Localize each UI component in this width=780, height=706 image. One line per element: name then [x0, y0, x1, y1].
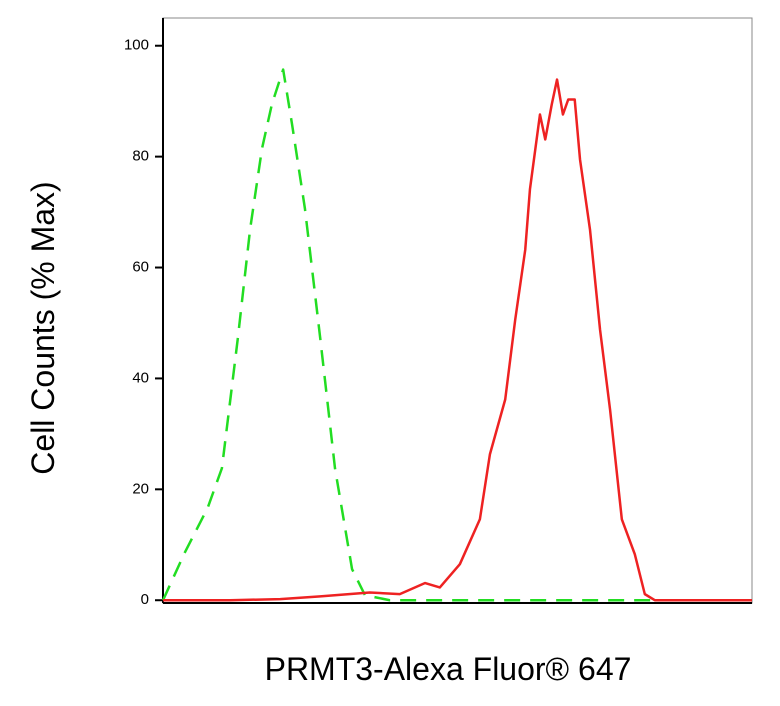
plot-frame: [162, 17, 753, 604]
y-tick-label: 0: [141, 591, 149, 608]
y-tick-label: 40: [132, 369, 149, 386]
y-tick-label: 60: [132, 258, 149, 275]
y-axis-label: Cell Counts (% Max): [25, 181, 61, 474]
series-line: [163, 78, 752, 602]
y-tick-label: 100: [124, 37, 149, 54]
y-tick-label: 80: [132, 148, 149, 165]
series-line: [161, 68, 752, 602]
x-axis-label: PRMT3-Alexa Fluor® 647: [265, 651, 632, 687]
y-tick-label: 20: [132, 480, 149, 497]
